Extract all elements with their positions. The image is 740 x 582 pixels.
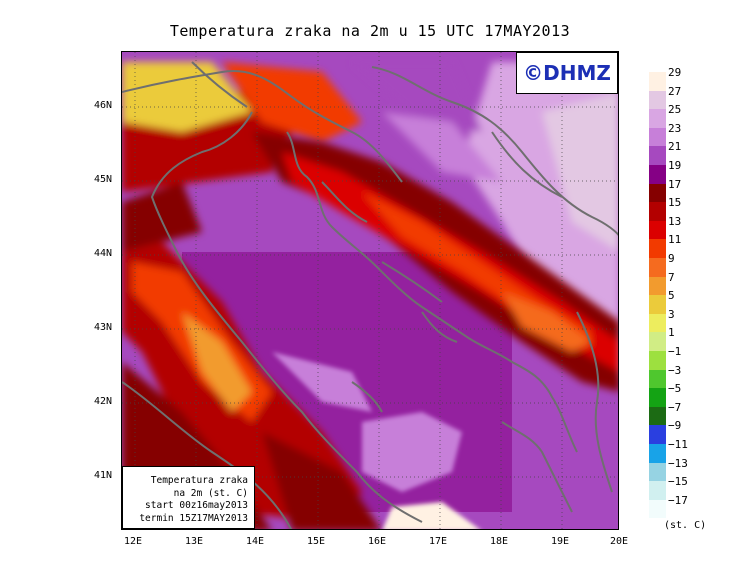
- legend-swatch: [649, 109, 666, 128]
- legend-swatch: [649, 276, 666, 296]
- legend-swatch: [649, 425, 666, 444]
- legend-label: 29: [668, 66, 682, 79]
- legend-swatch: [649, 127, 666, 147]
- temperature-map: [121, 51, 619, 530]
- lon-tick: 16E: [368, 536, 387, 547]
- legend-swatch: [649, 239, 666, 258]
- legend-swatch: [649, 406, 666, 426]
- info-line: na 2m (st. C): [173, 487, 248, 499]
- legend-label: 19: [668, 159, 682, 172]
- lon-tick: 14E: [246, 536, 265, 547]
- lat-tick: 43N: [94, 322, 113, 333]
- legend-label: 23: [668, 121, 682, 135]
- lon-tick: 12E: [124, 536, 143, 547]
- legend-label: −17: [668, 493, 688, 507]
- legend-label: 17: [668, 177, 682, 191]
- legend-label: −11: [668, 438, 688, 451]
- legend-swatch: [649, 462, 666, 482]
- legend-label: 3: [668, 307, 675, 321]
- info-line: termin 15Z17MAY2013: [139, 512, 248, 524]
- lat-tick: 41N: [94, 470, 113, 481]
- legend-swatch: [649, 481, 666, 500]
- legend-swatch: [649, 72, 666, 91]
- lon-tick: 20E: [610, 536, 629, 547]
- legend-label: −5: [668, 382, 682, 396]
- legend-unit: (st. C): [664, 520, 707, 531]
- legend-swatch: [649, 220, 666, 240]
- legend-label: −1: [668, 345, 682, 358]
- lon-tick: 19E: [551, 536, 570, 547]
- legend-swatch: [649, 313, 666, 333]
- dhmz-logo: ©DHMZ: [516, 52, 618, 94]
- legend-label: 15: [668, 196, 682, 210]
- legend-label: 9: [668, 252, 675, 265]
- info-line: Temperatura zraka: [150, 475, 248, 486]
- legend-label: 21: [668, 140, 682, 154]
- albania-area: [272, 352, 480, 529]
- lat-tick: 44N: [94, 248, 113, 259]
- lon-tick: 17E: [429, 536, 448, 547]
- legend-swatch: [649, 258, 666, 277]
- legend-swatch: [649, 183, 666, 203]
- legend-label: 27: [668, 84, 682, 98]
- legend-label: 1: [668, 326, 675, 340]
- legend-swatch: [649, 202, 666, 221]
- lat-tick: 45N: [94, 174, 113, 185]
- legend-label: 13: [668, 214, 682, 228]
- lon-tick: 18E: [490, 536, 509, 547]
- legend-swatch: [649, 444, 666, 463]
- legend-swatch: [649, 146, 666, 165]
- legend-swatch: [649, 499, 666, 519]
- legend-label: −9: [668, 419, 682, 433]
- legend-label: −13: [668, 456, 688, 470]
- legend-swatch: [649, 369, 666, 389]
- legend-swatch: [649, 90, 666, 110]
- info-line: start 00z16may2013: [145, 500, 248, 511]
- lat-tick: 46N: [94, 100, 113, 111]
- legend-swatch: [649, 295, 666, 314]
- legend-swatch: [649, 388, 666, 407]
- lon-tick: 15E: [307, 536, 326, 547]
- legend-label: 5: [668, 289, 675, 303]
- legend-swatch: [649, 165, 666, 184]
- legend-swatch: [649, 332, 666, 351]
- legend-label: −15: [668, 475, 688, 489]
- legend-label: 7: [668, 270, 675, 284]
- legend-label: 11: [668, 233, 682, 247]
- lon-tick: 13E: [185, 536, 204, 547]
- coastlines: [122, 61, 618, 529]
- legend-label: −7: [668, 400, 682, 414]
- map-title: Temperatura zraka na 2m u 15 UTC 17MAY20…: [169, 22, 571, 40]
- run-info-box: Temperatura zraka na 2m (st. C) start 00…: [122, 466, 255, 529]
- dinaric-warm-band: [252, 132, 618, 392]
- lat-tick: 42N: [94, 396, 113, 407]
- legend-label: 25: [668, 103, 682, 117]
- legend-label: −3: [668, 363, 682, 377]
- legend-swatch: [649, 351, 666, 370]
